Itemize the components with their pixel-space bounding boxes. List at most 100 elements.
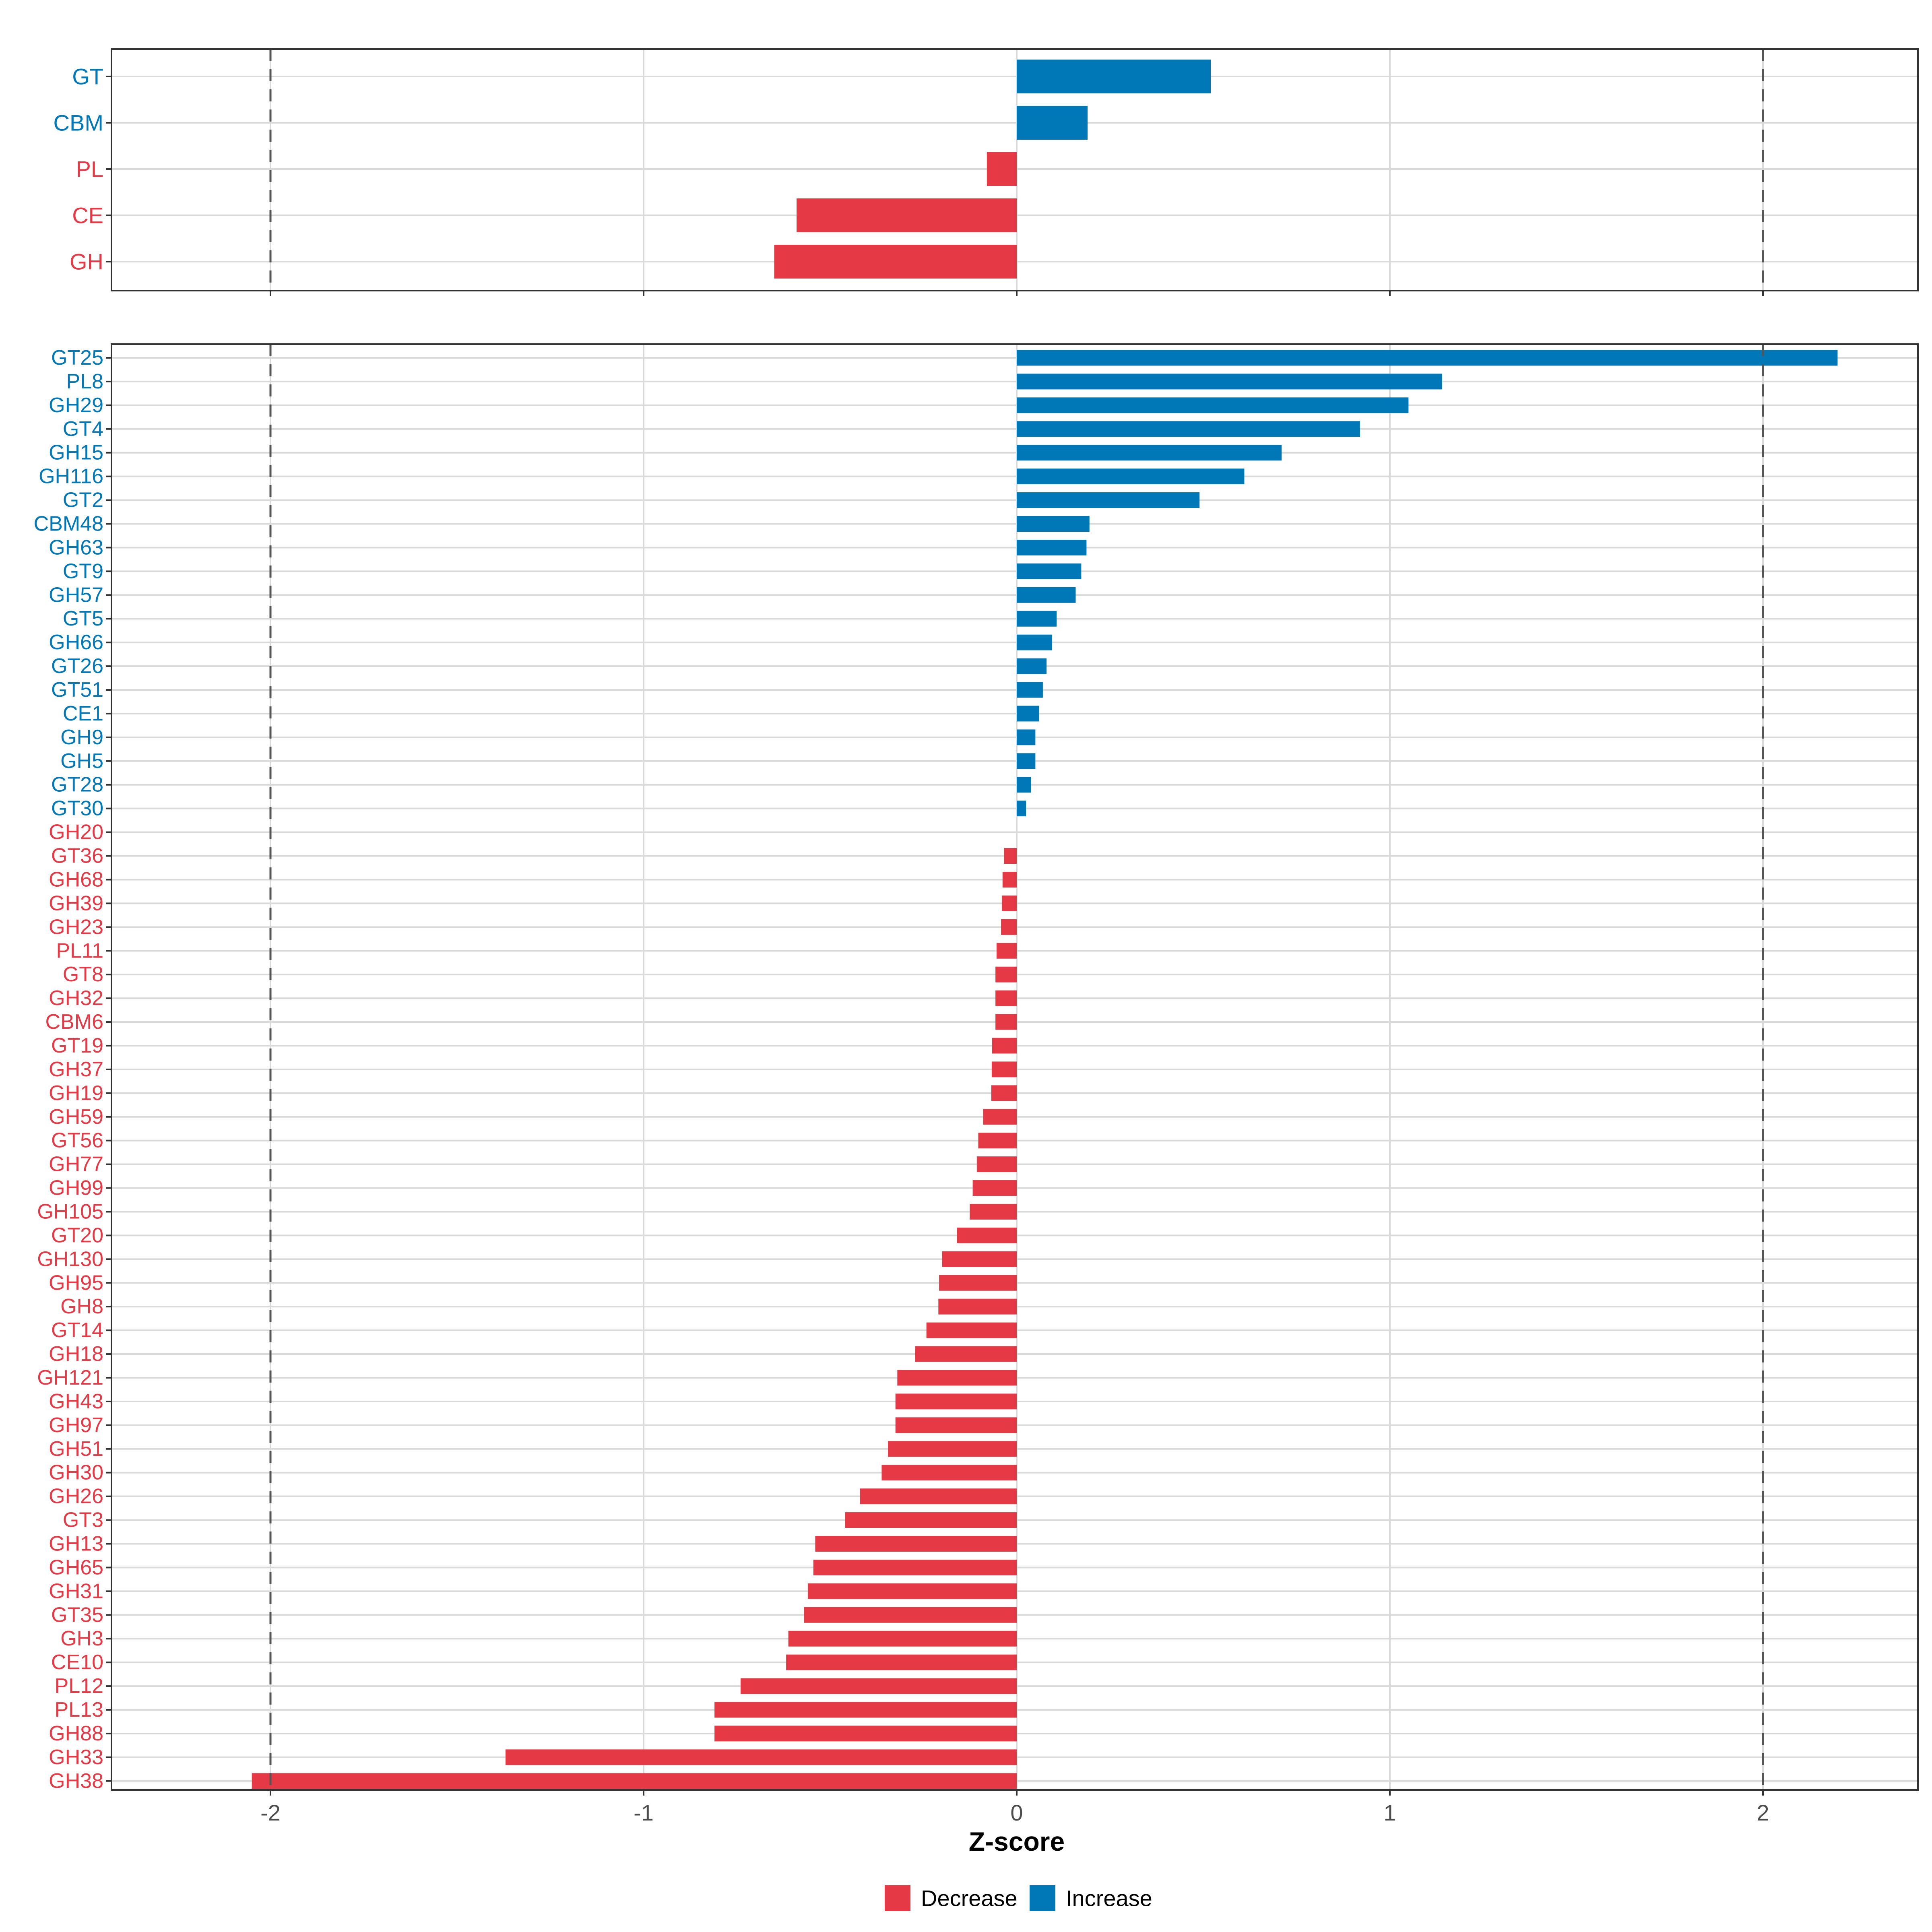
- bottom-category-label: GH8: [60, 1295, 103, 1318]
- bottom-bar-GH130: [942, 1251, 1017, 1267]
- bottom-bar-GH77: [976, 1156, 1017, 1172]
- x-tick-label: 0: [1010, 1800, 1023, 1825]
- bottom-category-label: GH15: [49, 441, 103, 464]
- bottom-category-label: GH38: [49, 1769, 103, 1793]
- bottom-bar-CE10: [786, 1654, 1017, 1670]
- bottom-category-label: GH23: [49, 915, 103, 939]
- bottom-bar-CE1: [1017, 706, 1039, 722]
- bottom-bar-GH57: [1017, 587, 1076, 603]
- top-bar-GT: [1017, 60, 1211, 93]
- bottom-bar-GH116: [1017, 469, 1245, 485]
- bottom-category-label: GT4: [63, 417, 103, 441]
- bottom-category-label: GH95: [49, 1271, 103, 1294]
- bottom-category-label: GT35: [51, 1603, 103, 1627]
- bottom-category-label: GH43: [49, 1390, 103, 1413]
- bottom-category-label: GH130: [37, 1247, 103, 1271]
- bottom-bar-GH23: [1001, 919, 1017, 935]
- legend-swatch-decrease: [885, 1885, 910, 1911]
- bottom-bar-GH39: [1001, 895, 1017, 911]
- x-tick-label: 1: [1383, 1800, 1396, 1825]
- bottom-bar-GT8: [995, 966, 1017, 983]
- bottom-category-label: GH37: [49, 1058, 103, 1081]
- bottom-category-label: GT28: [51, 773, 103, 797]
- bottom-category-label: GH30: [49, 1461, 103, 1484]
- bottom-category-label: CE10: [51, 1651, 103, 1674]
- bottom-category-label: GT5: [63, 607, 103, 630]
- bottom-bar-GT25: [1017, 350, 1838, 366]
- bottom-category-label: GH33: [49, 1746, 103, 1769]
- bottom-category-label: GT26: [51, 654, 103, 678]
- bottom-category-label: GH32: [49, 987, 103, 1010]
- bottom-bar-GH95: [939, 1275, 1017, 1291]
- bottom-category-label: GH13: [49, 1532, 103, 1556]
- bottom-bar-GH51: [888, 1441, 1017, 1457]
- bottom-bar-PL13: [714, 1702, 1017, 1718]
- bottom-bar-GT5: [1017, 611, 1057, 627]
- bottom-category-label: GT36: [51, 844, 103, 868]
- bottom-bar-GH105: [970, 1203, 1017, 1220]
- bottom-bar-CBM48: [1017, 516, 1090, 532]
- bottom-bar-GH15: [1017, 445, 1282, 461]
- bottom-bar-GT35: [804, 1607, 1017, 1623]
- bottom-category-label: GH20: [49, 821, 103, 844]
- bottom-bar-GT4: [1017, 421, 1360, 437]
- bottom-category-label: GH57: [49, 583, 103, 607]
- bottom-bar-GH88: [714, 1726, 1017, 1742]
- bottom-bar-GH65: [813, 1559, 1017, 1575]
- bottom-bar-PL11: [996, 943, 1017, 959]
- bottom-category-label: GT19: [51, 1034, 103, 1057]
- bottom-bar-CBM6: [995, 1014, 1017, 1030]
- bottom-bar-GH32: [995, 990, 1017, 1006]
- bottom-category-label: CBM6: [45, 1010, 103, 1034]
- top-category-label: CE: [72, 203, 103, 228]
- bottom-bar-GH3: [788, 1631, 1017, 1647]
- bottom-category-label: PL13: [55, 1698, 103, 1721]
- bottom-category-label: GH39: [49, 892, 103, 915]
- bottom-bar-GH33: [506, 1749, 1017, 1765]
- bottom-category-label: GH51: [49, 1437, 103, 1461]
- bottom-category-label: GT30: [51, 797, 103, 820]
- bottom-bar-GH19: [991, 1085, 1017, 1101]
- top-category-label: GT: [72, 64, 103, 89]
- bottom-bar-GH31: [807, 1583, 1017, 1599]
- bottom-bar-GT26: [1017, 658, 1047, 674]
- bottom-category-label: GH63: [49, 536, 103, 559]
- bottom-category-label: GH18: [49, 1342, 103, 1366]
- bottom-category-label: GH29: [49, 394, 103, 417]
- bottom-category-label: GH9: [60, 726, 103, 749]
- bottom-bar-GH68: [1002, 871, 1017, 888]
- bottom-panel-border: [111, 343, 1919, 1791]
- bottom-bar-GH30: [881, 1465, 1017, 1481]
- bottom-category-label: PL8: [66, 370, 103, 393]
- bottom-bar-GH66: [1017, 634, 1053, 650]
- bottom-category-label: GH3: [60, 1627, 103, 1650]
- bottom-bar-PL8: [1017, 374, 1442, 390]
- top-bar-GH: [774, 245, 1017, 279]
- bottom-category-label: GH65: [49, 1556, 103, 1579]
- bottom-bar-GH29: [1017, 397, 1409, 413]
- bottom-category-label: GT14: [51, 1319, 103, 1342]
- bottom-category-label: GH5: [60, 749, 103, 773]
- bottom-category-label: GT8: [63, 963, 103, 986]
- bottom-category-label: GT51: [51, 678, 103, 702]
- bottom-bar-GT9: [1017, 563, 1082, 579]
- bottom-bar-GH5: [1017, 753, 1036, 769]
- bottom-bar-GT2: [1017, 492, 1200, 508]
- top-category-label: GH: [70, 249, 103, 275]
- bottom-bar-GH59: [983, 1109, 1017, 1125]
- bottom-category-label: GT25: [51, 346, 103, 369]
- bottom-bar-GT19: [992, 1038, 1017, 1054]
- top-bar-CE: [797, 198, 1017, 232]
- legend-label-decrease: Decrease: [921, 1886, 1018, 1911]
- bottom-category-label: GH59: [49, 1105, 103, 1129]
- bottom-bar-GT30: [1017, 801, 1026, 817]
- bottom-bar-GH18: [915, 1346, 1017, 1362]
- bottom-category-label: GH88: [49, 1722, 103, 1745]
- bottom-category-label: GT20: [51, 1224, 103, 1247]
- bottom-bar-GT51: [1017, 682, 1043, 698]
- bottom-category-label: GH31: [49, 1579, 103, 1603]
- legend: Decrease Increase: [885, 1885, 1152, 1911]
- bottom-bar-GH38: [252, 1773, 1017, 1789]
- bottom-bar-GT36: [1004, 848, 1017, 864]
